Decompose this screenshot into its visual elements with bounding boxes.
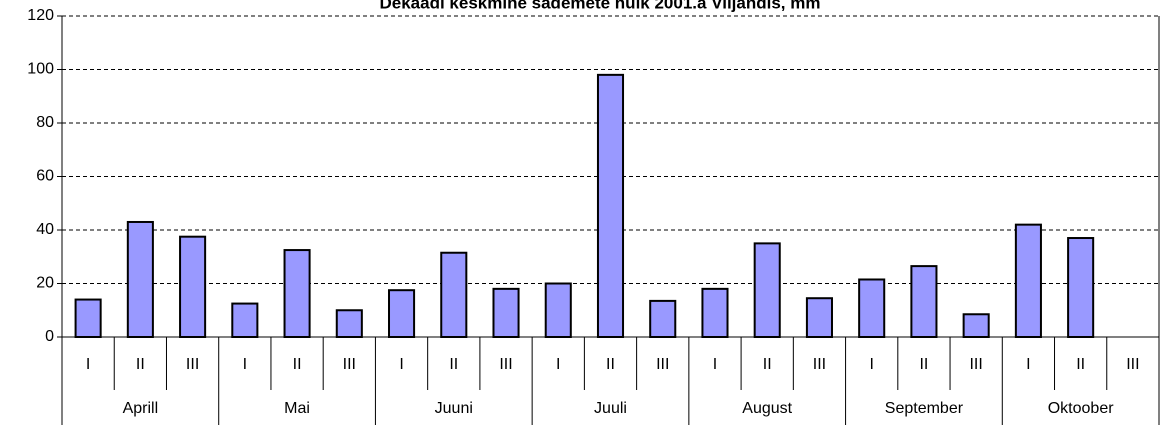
x-group-label: September <box>885 400 964 417</box>
bar <box>179 235 207 338</box>
y-tick-label: 100 <box>27 61 54 78</box>
x-tick-label: I <box>1026 356 1030 373</box>
x-tick-label: III <box>969 356 982 373</box>
bar <box>1067 237 1095 338</box>
x-tick-label: III <box>343 356 356 373</box>
y-tick-label: 40 <box>36 221 54 238</box>
y-tick-label: 20 <box>36 275 54 292</box>
x-tick-label: II <box>449 356 458 373</box>
x-group-label: Mai <box>284 400 310 417</box>
x-tick-label: I <box>243 356 247 373</box>
x-tick-label: II <box>919 356 928 373</box>
x-tick-label: III <box>813 356 826 373</box>
bar <box>753 242 781 338</box>
x-tick-label: I <box>399 356 403 373</box>
x-group-label: Juuli <box>594 400 627 417</box>
x-tick-label: II <box>1076 356 1085 373</box>
bar <box>440 251 468 338</box>
bar <box>805 297 833 338</box>
chart-title: Dekaadi keskmine sademete hulk 2001.a Vi… <box>380 0 821 12</box>
x-tick-label: I <box>869 356 873 373</box>
x-tick-label: I <box>713 356 717 373</box>
bar <box>962 313 990 339</box>
x-tick-label: II <box>293 356 302 373</box>
y-tick-label: 80 <box>36 114 54 131</box>
x-tick-label: III <box>1126 356 1139 373</box>
y-tick-label: 120 <box>27 7 54 24</box>
bar <box>701 287 729 339</box>
bar <box>544 282 572 338</box>
bar <box>858 278 886 338</box>
bar <box>231 302 259 338</box>
x-group-label: Aprill <box>123 400 159 417</box>
bar <box>74 298 102 338</box>
bar <box>492 287 520 339</box>
x-tick-label: III <box>186 356 199 373</box>
x-group-label: Juuni <box>435 400 473 417</box>
bar <box>335 309 363 338</box>
y-tick-label: 60 <box>36 168 54 185</box>
x-tick-label: II <box>763 356 772 373</box>
x-tick-label: II <box>606 356 615 373</box>
bar <box>910 265 938 338</box>
x-tick-label: III <box>656 356 669 373</box>
x-group-label: August <box>742 400 792 417</box>
bar <box>283 249 311 338</box>
bar <box>1014 223 1042 338</box>
x-tick-label: II <box>136 356 145 373</box>
bar <box>126 220 154 339</box>
x-tick-label: I <box>86 356 90 373</box>
x-group-label: Oktoober <box>1048 400 1114 417</box>
bar <box>388 289 416 338</box>
x-tick-label: I <box>556 356 560 373</box>
y-tick-label: 0 <box>45 328 54 345</box>
bar <box>649 299 677 339</box>
bar <box>596 73 625 338</box>
x-tick-label: III <box>499 356 512 373</box>
